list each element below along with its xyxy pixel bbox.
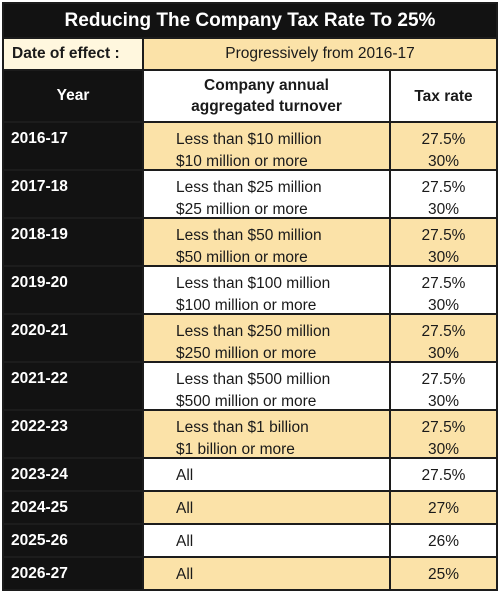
turnover-line: Less than $10 million [176,131,322,148]
turnover-cell: Less than $50 million $50 million or more [144,219,389,266]
year-cell: 2022-23 [4,411,142,457]
turnover-line: $250 million or more [176,345,317,362]
tax-rate-line: 27.5% [421,275,466,292]
turnover-line: Less than $50 million [176,227,322,244]
turnover-line: All [176,467,194,484]
turnover-cell: Less than $500 million $500 million or mo… [144,363,389,410]
tax-rate-cell: 27.5% 30% [391,219,496,266]
tax-rate-line: 30% [427,393,460,410]
turnover-line: $10 million or more [176,153,308,170]
tax-rate-cell: 27.5% 30% [391,315,496,362]
tax-rate-cell: 25% [391,558,496,589]
year-cell: 2023-24 [4,459,142,490]
turnover-line: Less than $100 million [176,275,331,292]
turnover-line: Less than $1 billion [176,419,309,436]
tax-rate-line: 27.5% [421,467,466,484]
tax-rate-cell: 27.5% 30% [391,123,496,170]
tax-rate-line: 30% [427,345,460,362]
table-title: Reducing The Company Tax Rate To 25% [4,4,496,37]
turnover-cell: Less than $250 million $250 million or mo… [144,315,389,362]
tax-rate-line: 27.5% [421,371,466,388]
tax-rate-line: 27% [427,500,460,517]
tax-rate-cell: 27.5% [391,459,496,490]
turnover-line: All [176,533,194,550]
turnover-cell: All [144,459,389,490]
tax-rate-cell: 27.5% 30% [391,363,496,410]
year-cell: 2018-19 [4,219,142,265]
tax-rate-line: 30% [427,441,460,458]
turnover-line: All [176,500,194,517]
date-of-effect-label: Date of effect : [4,39,142,69]
turnover-line: Less than $500 million [176,371,331,388]
tax-rate-cell: 26% [391,525,496,556]
turnover-line: Less than $250 million [176,323,331,340]
tax-rate-line: 27.5% [421,227,466,244]
year-cell: 2019-20 [4,267,142,313]
tax-rate-line: 25% [427,566,460,583]
turnover-line: $100 million or more [176,297,317,314]
turnover-header-text: Company annual aggregated turnover [191,77,342,115]
year-cell: 2025-26 [4,525,142,556]
tax-rate-cell: 27.5% 30% [391,171,496,218]
turnover-cell: All [144,492,389,523]
tax-rate-line: 27.5% [421,419,466,436]
tax-rate-line: 30% [427,201,460,218]
tax-rate-line: 30% [427,153,460,170]
tax-rate-line: 27.5% [421,131,466,148]
turnover-line: $500 million or more [176,393,317,410]
year-cell: 2024-25 [4,492,142,523]
tax-rate-line: 27.5% [421,179,466,196]
year-cell: 2021-22 [4,363,142,409]
tax-rate-line: 27.5% [421,323,466,340]
year-column-header: Year [4,71,142,121]
date-of-effect-value: Progressively from 2016-17 [144,39,496,69]
year-cell: 2016-17 [4,123,142,169]
turnover-line: $1 billion or more [176,441,295,458]
tax-rate-line: 26% [427,533,460,550]
year-cell: 2017-18 [4,171,142,217]
tax-rate-cell: 27.5% 30% [391,267,496,314]
year-cell: 2026-27 [4,558,142,589]
tax-rate-cell: 27.5% 30% [391,411,496,458]
turnover-cell: All [144,525,389,556]
turnover-cell: Less than $1 billion $1 billion or more [144,411,389,458]
tax-rate-line: 30% [427,297,460,314]
turnover-line: All [176,566,194,583]
year-cell: 2020-21 [4,315,142,361]
tax-rate-column-header: Tax rate [391,71,496,121]
turnover-cell: Less than $25 million $25 million or more [144,171,389,218]
tax-rate-line: 30% [427,249,460,266]
turnover-cell: Less than $10 million $10 million or more [144,123,389,170]
turnover-line: $50 million or more [176,249,308,266]
turnover-cell: All [144,558,389,589]
turnover-line: Less than $25 million [176,179,322,196]
tax-rate-cell: 27% [391,492,496,523]
turnover-column-header: Company annual aggregated turnover [144,71,389,121]
turnover-cell: Less than $100 million $100 million or mo… [144,267,389,314]
turnover-line: $25 million or more [176,201,308,218]
